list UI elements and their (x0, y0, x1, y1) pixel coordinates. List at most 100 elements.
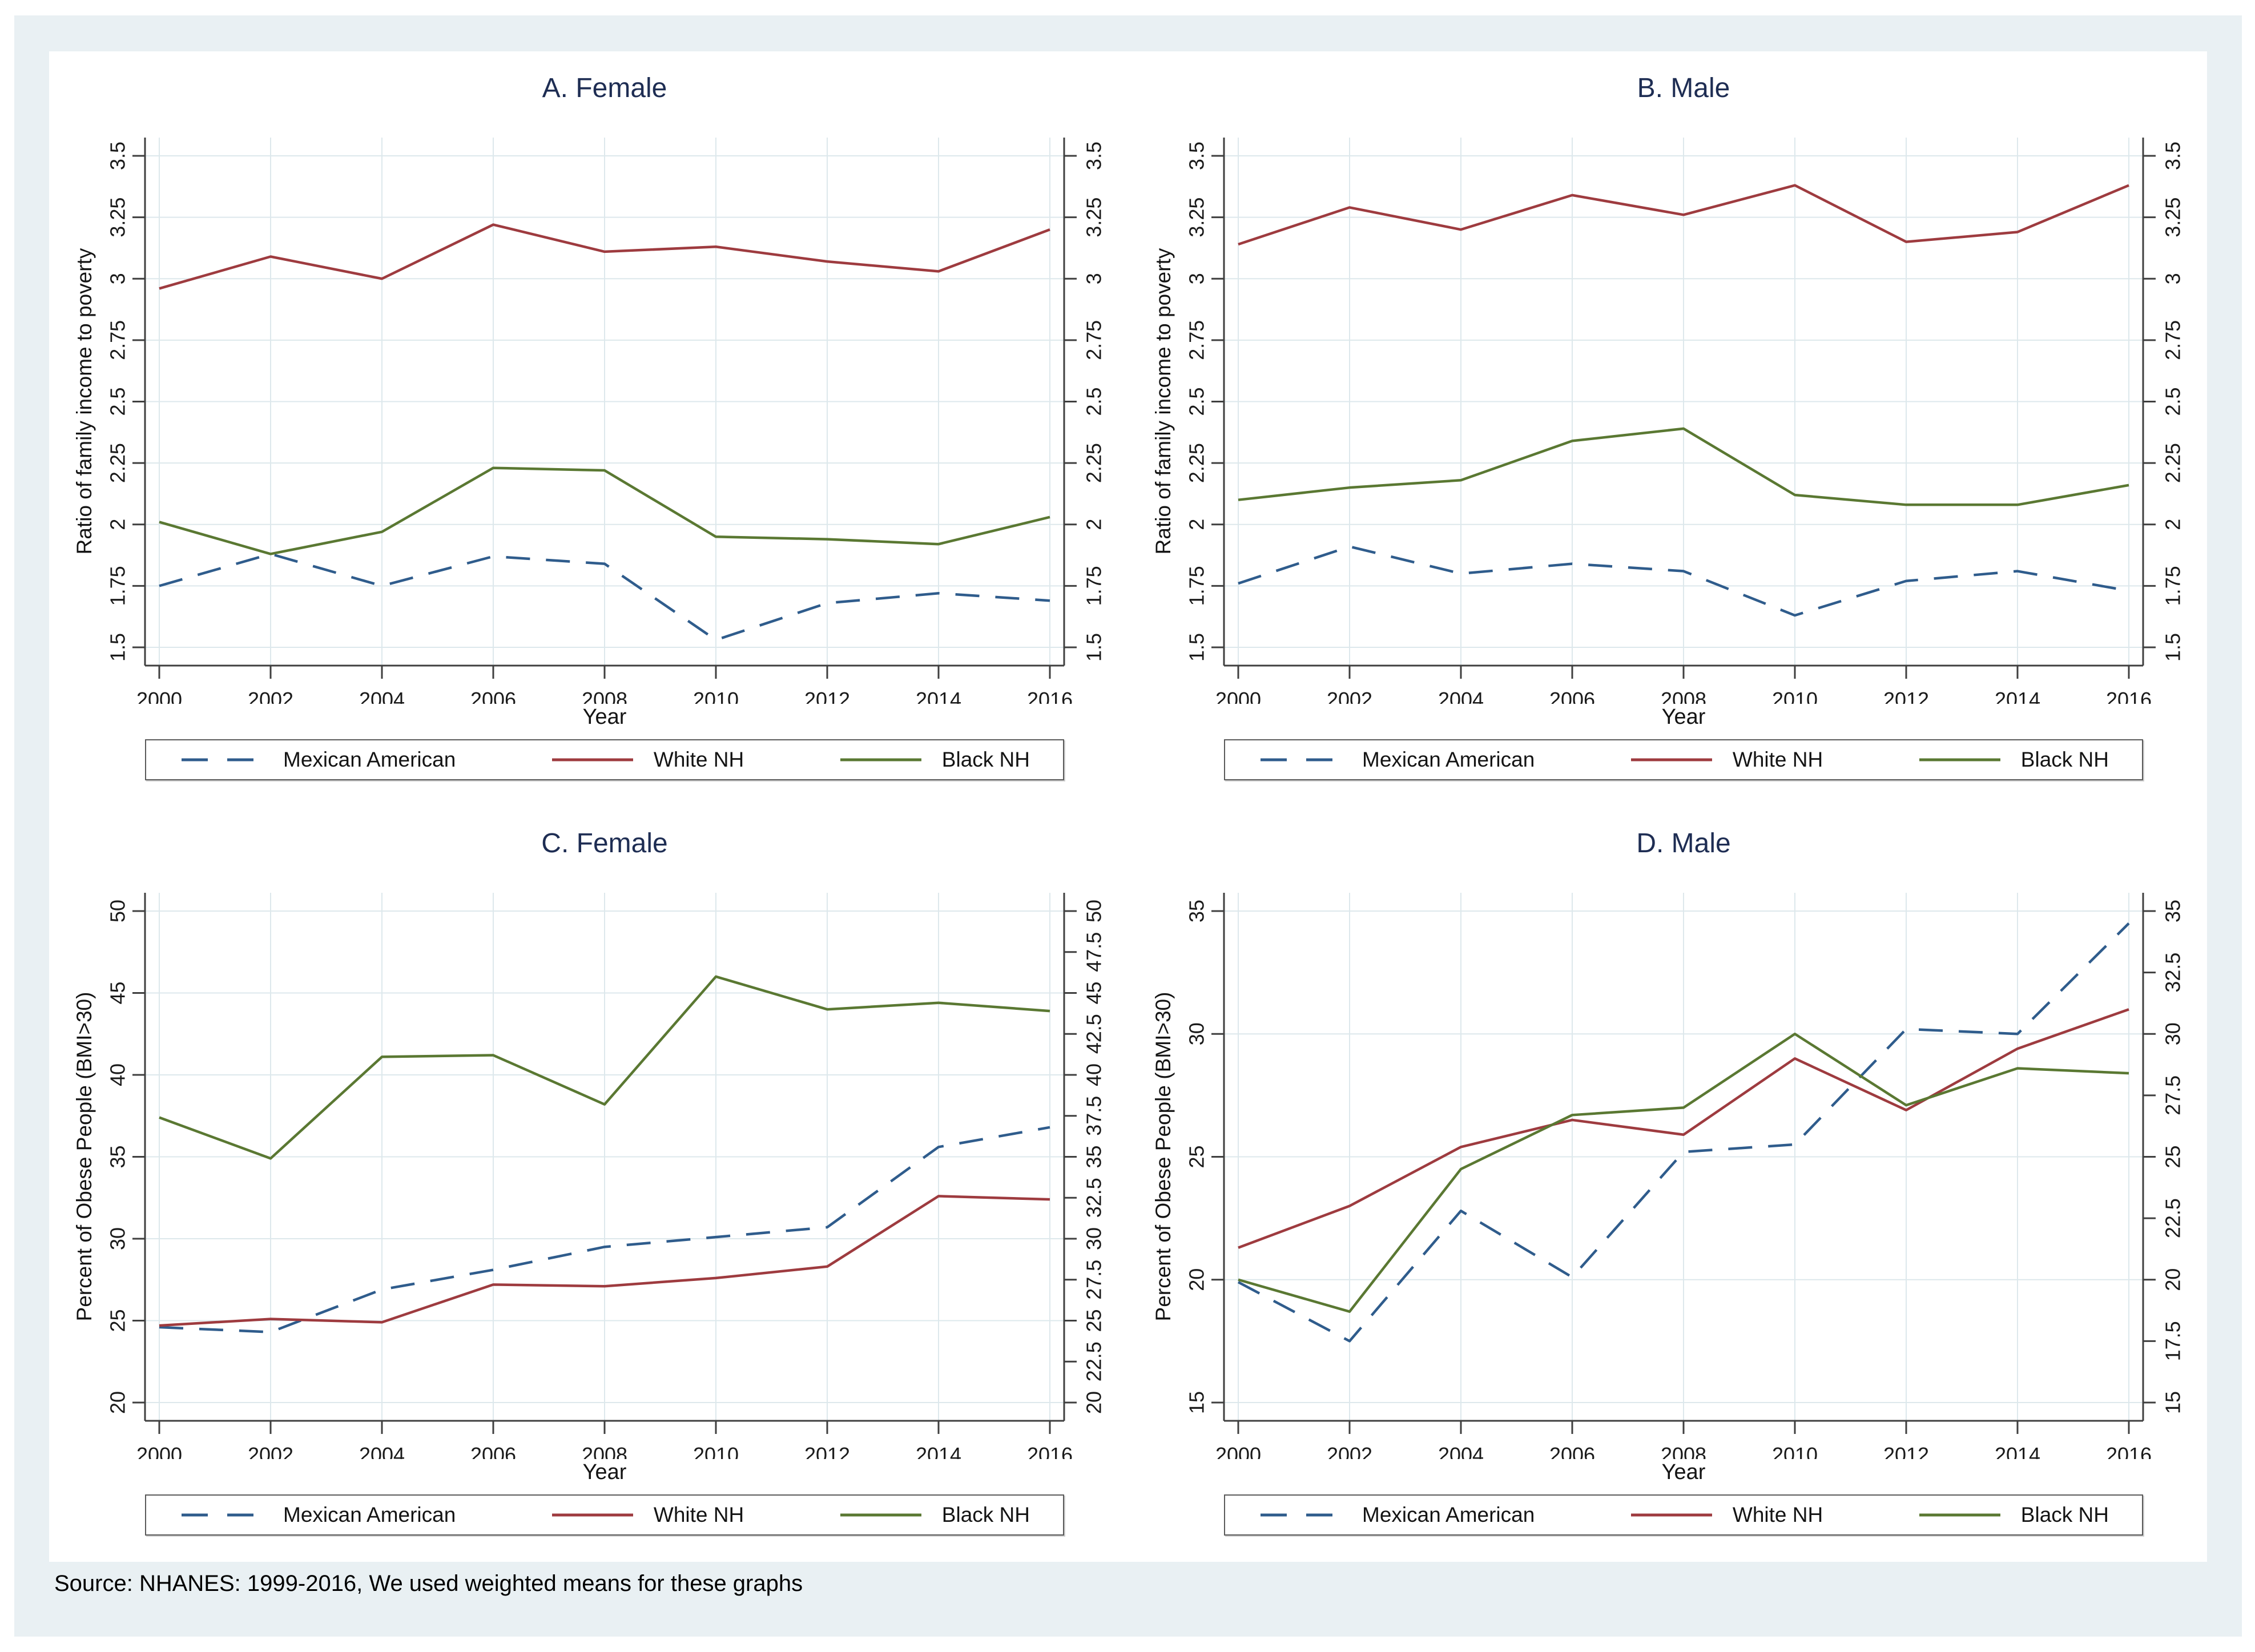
svg-text:3: 3 (106, 273, 130, 284)
panel-b-x-axis-label: Year (1661, 705, 1706, 729)
legend-label: White NH (1732, 748, 1823, 771)
svg-text:35: 35 (1185, 900, 1209, 922)
svg-text:2016: 2016 (2106, 1443, 2152, 1459)
svg-text:2: 2 (1082, 519, 1106, 530)
panel-c-title: C. Female (541, 828, 668, 859)
svg-text:30: 30 (1185, 1022, 1209, 1045)
svg-text:1.5: 1.5 (106, 633, 130, 662)
panel-b-legend: Mexican American White NH Black NH (1224, 739, 2143, 780)
svg-text:45: 45 (1082, 981, 1106, 1004)
svg-text:2010: 2010 (1772, 688, 1818, 704)
svg-text:2010: 2010 (1772, 1443, 1818, 1459)
legend-item-black-nh: Black NH (838, 1503, 1030, 1527)
svg-text:30: 30 (106, 1227, 130, 1250)
svg-text:25: 25 (1185, 1145, 1209, 1168)
svg-text:3.5: 3.5 (106, 142, 130, 170)
source-note: Source: NHANES: 1999-2016, We used weigh… (54, 1571, 803, 1596)
panel-d-legend: Mexican American White NH Black NH (1224, 1494, 2143, 1536)
panel-b-title: B. Male (1637, 73, 1730, 103)
legend-item-white-nh: White NH (550, 748, 744, 772)
panel-c-y-axis-label: Percent of Obese People (BMI>30) (73, 992, 96, 1321)
svg-text:1.5: 1.5 (1082, 633, 1106, 662)
svg-text:2.75: 2.75 (1082, 320, 1106, 360)
svg-text:25: 25 (2161, 1145, 2185, 1168)
svg-text:20: 20 (1082, 1391, 1106, 1414)
svg-text:1.75: 1.75 (1082, 566, 1106, 606)
svg-text:2000: 2000 (1215, 688, 1261, 704)
svg-text:3.5: 3.5 (1082, 142, 1106, 170)
svg-text:20: 20 (106, 1391, 130, 1414)
svg-text:2002: 2002 (1327, 1443, 1372, 1459)
legend-label: Mexican American (283, 748, 456, 771)
legend-item-white-nh: White NH (550, 1503, 744, 1527)
svg-text:3.25: 3.25 (106, 198, 130, 237)
svg-text:35: 35 (106, 1145, 130, 1168)
svg-text:2014: 2014 (916, 1443, 961, 1459)
legend-solid-line-icon (840, 758, 921, 761)
legend-item-white-nh: White NH (1629, 748, 1823, 772)
svg-text:37.5: 37.5 (1082, 1096, 1106, 1136)
svg-text:2016: 2016 (2106, 688, 2152, 704)
svg-text:15: 15 (1185, 1391, 1209, 1414)
legend-item-white-nh: White NH (1629, 1503, 1823, 1527)
svg-text:3: 3 (1185, 273, 1209, 284)
svg-text:3: 3 (2161, 273, 2185, 284)
svg-text:2.25: 2.25 (106, 443, 130, 483)
legend-label: Mexican American (1362, 1503, 1535, 1526)
svg-text:3: 3 (1082, 273, 1106, 284)
legend-item-black-nh: Black NH (838, 748, 1030, 772)
panel-b-male: B. Male Ratio of family income to povert… (1128, 51, 2207, 807)
svg-text:2.75: 2.75 (2161, 320, 2185, 360)
svg-text:25: 25 (1082, 1309, 1106, 1332)
legend-item-black-nh: Black NH (1917, 748, 2109, 772)
legend-item-mexican-american: Mexican American (179, 748, 456, 772)
svg-text:2.5: 2.5 (1185, 387, 1209, 416)
legend-item-black-nh: Black NH (1917, 1503, 2109, 1527)
svg-text:2: 2 (1185, 519, 1209, 530)
svg-text:42.5: 42.5 (1082, 1014, 1106, 1054)
svg-text:15: 15 (2161, 1391, 2185, 1414)
svg-text:3.25: 3.25 (1082, 198, 1106, 237)
svg-text:2002: 2002 (248, 1443, 293, 1459)
svg-text:2.25: 2.25 (1082, 443, 1106, 483)
panel-d-y-axis-label: Percent of Obese People (BMI>30) (1151, 992, 1175, 1321)
svg-text:30: 30 (2161, 1022, 2185, 1045)
panel-c-plot: 20 25 30 35 40 45 50 20 22.5 25 27.5 30 32.5 35 37.5 40… (106, 893, 1106, 1459)
svg-text:2004: 2004 (1438, 688, 1484, 704)
svg-text:2002: 2002 (1327, 688, 1372, 704)
svg-text:2014: 2014 (1995, 688, 2040, 704)
svg-text:3.5: 3.5 (2161, 142, 2185, 170)
svg-text:3.25: 3.25 (2161, 198, 2185, 237)
svg-text:20: 20 (2161, 1268, 2185, 1291)
svg-text:27.5: 27.5 (1082, 1260, 1106, 1300)
svg-text:27.5: 27.5 (2161, 1075, 2185, 1115)
svg-text:1.75: 1.75 (106, 566, 130, 606)
svg-text:2000: 2000 (136, 688, 182, 704)
svg-text:2006: 2006 (1549, 1443, 1595, 1459)
svg-text:2012: 2012 (1883, 688, 1929, 704)
legend-dashed-line-icon (182, 758, 263, 761)
legend-dashed-line-icon (1261, 1513, 1342, 1517)
panel-a-title: A. Female (542, 73, 667, 103)
svg-text:2012: 2012 (804, 688, 850, 704)
panel-c-female: C. Female Percent of Obese People (BMI>3… (49, 807, 1128, 1562)
figure-area: A. Female Ratio of family income to pove… (49, 51, 2207, 1562)
panel-a-plot-wrap: Ratio of family income to poverty 1.5 1.7… (49, 136, 1128, 704)
panel-d-x-axis-label: Year (1661, 1460, 1706, 1484)
svg-text:2008: 2008 (582, 688, 627, 704)
svg-text:2000: 2000 (136, 1443, 182, 1459)
panel-c-plot-wrap: Percent of Obese People (BMI>30) 20 25 30 3… (49, 891, 1128, 1459)
svg-text:2.5: 2.5 (1082, 387, 1106, 416)
svg-text:3.25: 3.25 (1185, 198, 1209, 237)
legend-item-mexican-american: Mexican American (1258, 748, 1535, 772)
svg-text:2014: 2014 (1995, 1443, 2040, 1459)
svg-text:35: 35 (2161, 900, 2185, 922)
svg-text:20: 20 (1185, 1268, 1209, 1291)
svg-text:2006: 2006 (1549, 688, 1595, 704)
svg-text:2004: 2004 (359, 1443, 405, 1459)
svg-text:32.5: 32.5 (1082, 1178, 1106, 1218)
legend-solid-line-icon (1630, 1513, 1712, 1517)
svg-text:2010: 2010 (693, 688, 739, 704)
svg-text:1.5: 1.5 (2161, 633, 2185, 662)
